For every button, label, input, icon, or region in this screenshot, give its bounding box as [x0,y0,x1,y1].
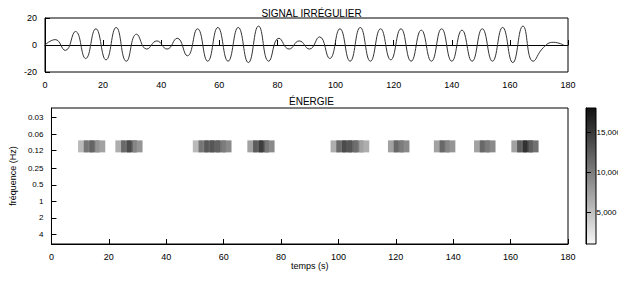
svg-text:120: 120 [386,80,401,90]
svg-text:SIGNAL IRRÉGULIER: SIGNAL IRRÉGULIER [261,7,361,19]
svg-text:fréquence (Hz): fréquence (Hz) [8,146,18,206]
svg-text:160: 160 [503,252,518,262]
svg-text:180: 180 [560,252,575,262]
svg-text:140: 140 [444,80,459,90]
svg-text:40: 40 [161,252,171,262]
svg-text:120: 120 [388,252,403,262]
svg-text:140: 140 [446,252,461,262]
svg-text:0.5: 0.5 [32,180,44,189]
svg-text:0: 0 [42,80,47,90]
svg-text:0.12: 0.12 [28,146,44,155]
svg-text:100: 100 [328,80,343,90]
svg-text:4: 4 [39,230,44,239]
svg-text:80: 80 [272,80,282,90]
svg-text:20: 20 [27,13,37,23]
svg-text:0.03: 0.03 [28,113,44,122]
svg-text:ÉNERGIE: ÉNERGIE [289,95,334,107]
svg-text:-20: -20 [24,67,37,77]
svg-text:temps (s): temps (s) [291,261,329,271]
svg-text:180: 180 [560,80,575,90]
svg-text:20: 20 [98,80,108,90]
svg-text:2: 2 [39,213,44,222]
svg-text:0: 0 [49,252,54,262]
svg-text:100: 100 [331,252,346,262]
svg-text:1: 1 [39,197,44,206]
svg-text:40: 40 [156,80,166,90]
svg-text:20: 20 [104,252,114,262]
svg-text:0.06: 0.06 [28,130,44,139]
svg-text:60: 60 [219,252,229,262]
svg-text:80: 80 [276,252,286,262]
svg-text:0.25: 0.25 [28,164,44,173]
svg-text:60: 60 [214,80,224,90]
svg-text:15,000: 15,000 [597,128,618,137]
svg-text:0: 0 [32,40,37,50]
svg-text:5,000: 5,000 [597,208,618,217]
svg-text:160: 160 [502,80,517,90]
svg-text:10,000: 10,000 [597,168,618,177]
